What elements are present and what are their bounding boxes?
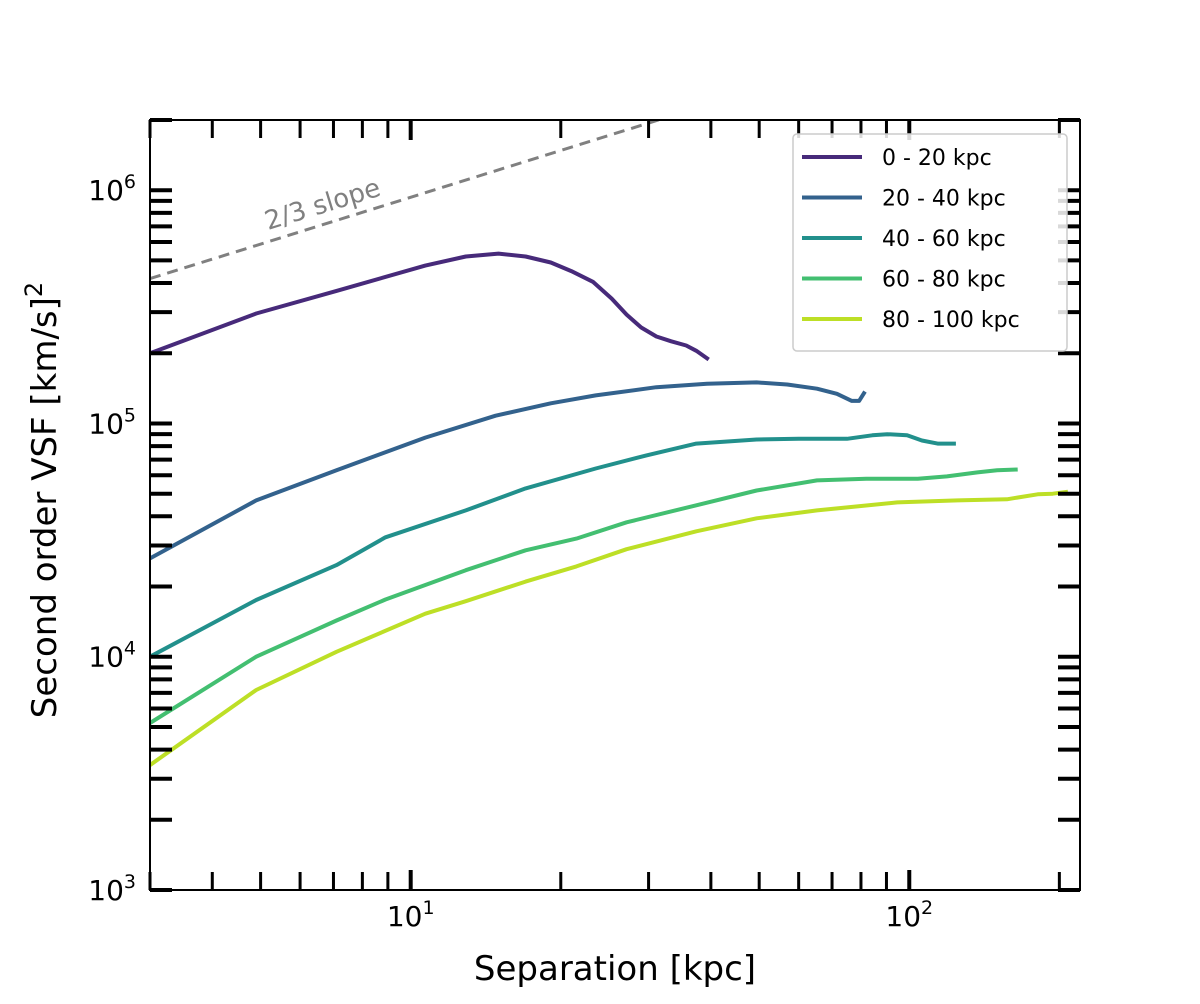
reference-line-2-3-slope <box>150 120 664 281</box>
x-tick-label: 102 <box>885 897 933 933</box>
legend: 0 - 20 kpc 20 - 40 kpc 40 - 60 kpc 60 - 80 … <box>792 133 1068 352</box>
y-axis-label: Second order VSF [km/s]2 <box>20 282 65 718</box>
y-axis-label-superscript: 2 <box>20 282 48 297</box>
series-line-3 <box>150 467 1018 725</box>
legend-label-3: 60 - 80 kpc <box>882 268 1006 293</box>
series-line-2 <box>150 432 956 659</box>
y-tick-label: 105 <box>88 404 136 440</box>
y-tick-label: 104 <box>88 638 136 674</box>
x-tick-label: 101 <box>387 897 435 933</box>
y-axis-label-text: Second order VSF [km/s] <box>25 297 65 718</box>
x-axis-label: Separation [kpc] <box>474 949 756 989</box>
plot-frame <box>149 119 1081 891</box>
series-line-4 <box>150 489 1069 767</box>
reference-line-label: 2/3 slope <box>261 173 384 237</box>
legend-label-0: 0 - 20 kpc <box>882 146 992 171</box>
legend-label-1: 20 - 40 kpc <box>882 187 1006 212</box>
legend-label-4: 80 - 100 kpc <box>882 308 1020 333</box>
series-line-1 <box>150 380 867 561</box>
series-line-0 <box>150 251 710 362</box>
legend-label-2: 40 - 60 kpc <box>882 227 1006 252</box>
y-tick-label: 106 <box>88 171 136 207</box>
legend-box <box>792 133 1068 352</box>
y-tick-label: 103 <box>88 871 136 907</box>
